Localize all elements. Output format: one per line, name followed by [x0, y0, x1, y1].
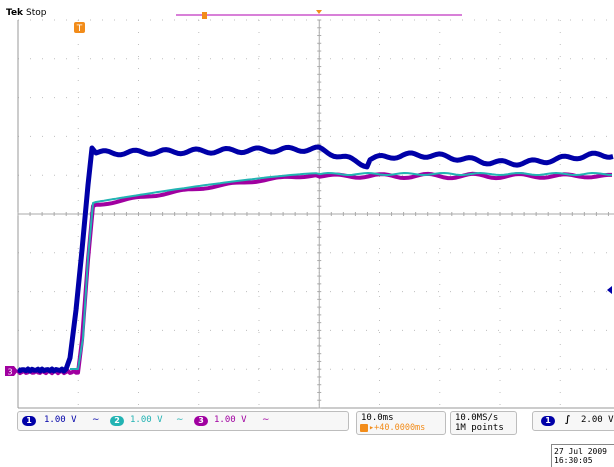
trigger-panel[interactable]: 1 ∫ 2.00 V [532, 411, 614, 431]
sample-rate: 10.0MS/s [455, 413, 499, 423]
ch1-offset-arrow-icon [607, 286, 612, 294]
ch3-bandwidth-icon: ∼ [262, 415, 270, 425]
ch2-bandwidth-icon: ∼ [176, 415, 184, 425]
time-per-division: 10.0ms [361, 413, 394, 423]
trigger-marker-label: T [76, 24, 83, 34]
timebase-panel[interactable]: 10.0ms ▸+40.0000ms [356, 411, 446, 435]
delay-trigger-icon [360, 424, 368, 432]
timestamp-box: 27 Jul 2009 16:30:05 [551, 444, 614, 467]
trigger-level: 2.00 V [581, 415, 614, 425]
graticule [17, 19, 614, 409]
ch1-badge[interactable]: 1 [22, 416, 36, 426]
channel-readout-panel: 1 1.00 V ∼ 2 1.00 V ∼ 3 1.00 V ∼ [17, 411, 349, 431]
brand-status: Tek Stop [6, 8, 47, 18]
ch1-bandwidth-icon: ∼ [92, 415, 100, 425]
time-label: 16:30:05 [554, 456, 593, 465]
horizontal-delay: ▸+40.0000ms [369, 423, 426, 433]
ch2-trace [70, 172, 613, 370]
ch3-trace [16, 171, 612, 376]
ch3-scale[interactable]: 1.00 V [214, 415, 247, 425]
ch3-ground-marker[interactable]: 3 [5, 366, 18, 377]
waveform-traces [16, 144, 614, 376]
acquisition-status: Stop [26, 8, 47, 18]
record-bar-trigger-icon [202, 12, 207, 19]
status-bar: Tek Stop [0, 0, 614, 22]
expansion-point-icon [316, 10, 322, 14]
ch2-badge[interactable]: 2 [110, 416, 124, 426]
rising-edge-icon: ∫ [565, 415, 571, 425]
sample-rate-panel[interactable]: 10.0MS/s 1M points [450, 411, 517, 435]
date-label: 27 Jul 2009 [554, 447, 607, 456]
trigger-position-marker[interactable]: T [74, 22, 85, 34]
record-length: 1M points [455, 423, 504, 433]
trigger-source-badge: 1 [541, 416, 555, 426]
ch3-ground-label: 3 [7, 368, 12, 377]
ch2-scale[interactable]: 1.00 V [130, 415, 163, 425]
ch1-trace [16, 144, 614, 374]
ch3-badge[interactable]: 3 [194, 416, 208, 426]
brand-logo: Tek [6, 8, 24, 18]
ch1-scale[interactable]: 1.00 V [44, 415, 77, 425]
